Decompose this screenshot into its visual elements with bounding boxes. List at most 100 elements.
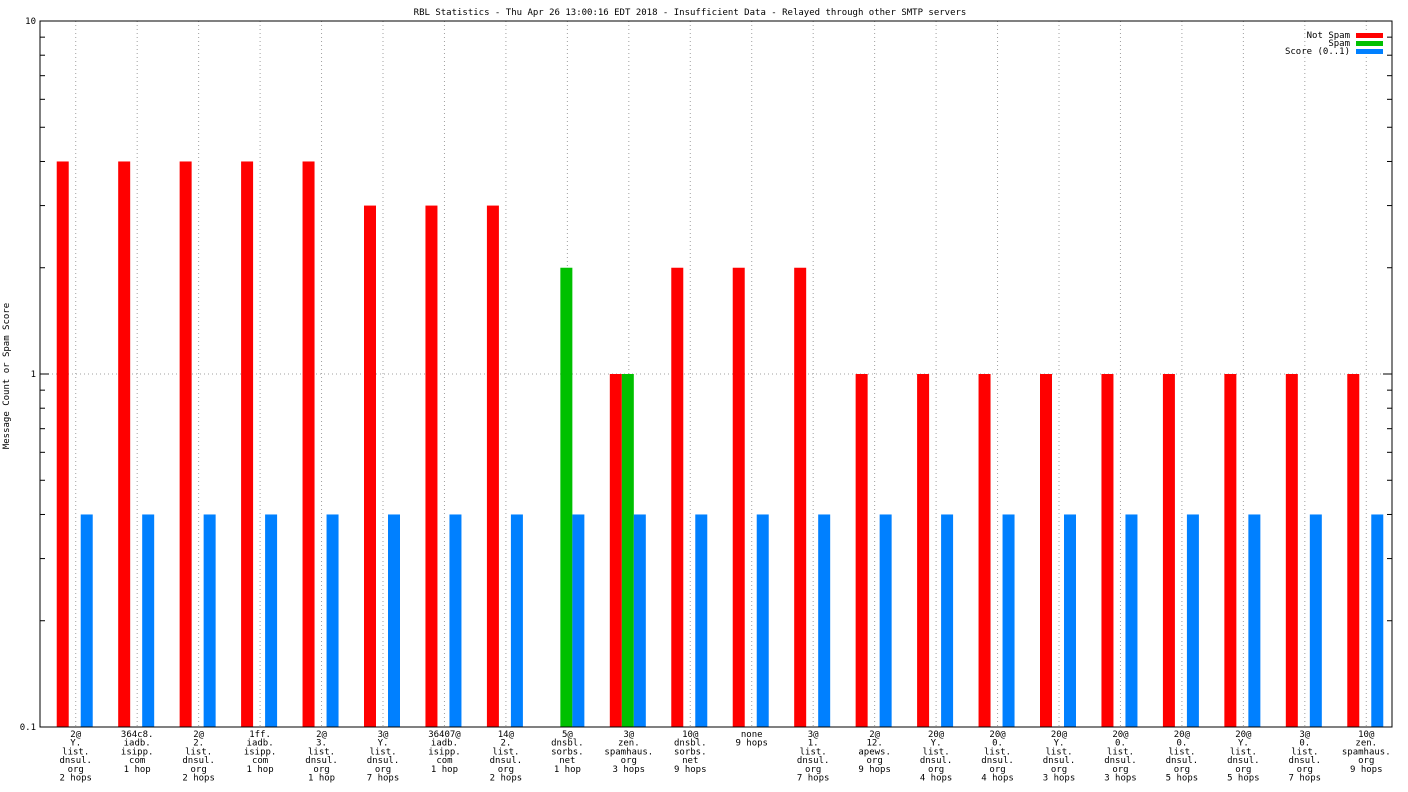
x-tick-label-line: 4 hops bbox=[981, 774, 1014, 784]
x-tick-label-line: 3@ bbox=[1299, 730, 1310, 740]
x-tick-label-line: sorbs. bbox=[551, 747, 584, 757]
x-tick-label: none 9 hops bbox=[735, 730, 768, 749]
x-tick-label: 3@ Y. list. dnsul. org 7 hops bbox=[367, 730, 400, 784]
not-spam-bar bbox=[732, 267, 745, 727]
score-bar bbox=[388, 514, 400, 727]
x-tick-label-line: dnsul. bbox=[59, 756, 92, 766]
x-tick-label-line: 20@ bbox=[989, 730, 1006, 740]
x-tick-label-line: dnsul. bbox=[981, 756, 1014, 766]
chart-title: RBL Statistics - Thu Apr 26 13:00:16 EDT… bbox=[414, 8, 967, 18]
x-tick-label-line: dnsul. bbox=[797, 756, 830, 766]
x-tick-label-line: 2@ bbox=[869, 730, 880, 740]
x-tick-label-line: 2 hops bbox=[490, 774, 523, 784]
x-tick-label: 20@ 0. list. dnsul. org 5 hops bbox=[1166, 730, 1199, 784]
x-tick-label-line: zen. bbox=[1355, 739, 1377, 749]
legend-item-score: Score (0..1) bbox=[1285, 47, 1383, 57]
x-tick-label-line: list. bbox=[800, 747, 827, 757]
x-tick-label-line: dnsul. bbox=[182, 756, 215, 766]
x-tick-label-line: dnsul. bbox=[367, 756, 400, 766]
legend-label: Not Spam bbox=[1307, 31, 1350, 41]
x-tick-label-line: net bbox=[559, 756, 575, 766]
x-tick-label-line: 2@ bbox=[316, 730, 327, 740]
x-tick-label-line: org bbox=[191, 765, 207, 775]
x-tick-label-line: list. bbox=[1230, 747, 1257, 757]
x-tick-label-line: org bbox=[928, 765, 944, 775]
x-tick-label: 10@ dnsbl. sorbs. net 9 hops bbox=[674, 730, 707, 775]
x-tick-label-line: zen. bbox=[618, 739, 640, 749]
score-bar bbox=[818, 514, 831, 727]
x-tick-label-line: apews. bbox=[858, 747, 891, 757]
x-tick-label: 1ff. iadb. isipp. com 1 hop bbox=[244, 730, 277, 775]
y-tick-label: 0.1 bbox=[20, 723, 36, 733]
x-tick-label-line: list. bbox=[984, 747, 1011, 757]
x-tick-label-line: Y. bbox=[378, 739, 389, 749]
score-bar bbox=[695, 514, 708, 727]
x-tick-label-line: 10@ bbox=[1358, 730, 1375, 740]
spam-bar bbox=[560, 267, 573, 727]
score-bar bbox=[449, 514, 462, 727]
x-tick-label-line: 3. bbox=[316, 739, 327, 749]
x-tick-label-line: 20@ bbox=[1174, 730, 1191, 740]
score-bar bbox=[326, 514, 339, 727]
x-tick-label-line: list. bbox=[492, 747, 519, 757]
x-tick-label-line: Y. bbox=[1238, 739, 1249, 749]
not-spam-bar bbox=[1347, 374, 1360, 727]
score-bar bbox=[879, 514, 892, 727]
not-spam-bar bbox=[241, 161, 254, 727]
x-tick-label-line: org bbox=[867, 756, 883, 766]
x-tick-label-line: 2 hops bbox=[59, 774, 92, 784]
x-tick-label-line: dnsul. bbox=[1227, 756, 1260, 766]
x-tick-label-line: spamhaus. bbox=[604, 747, 653, 757]
not-spam-bar bbox=[302, 161, 315, 727]
x-tick-label: 3@ zen. spamhaus. org 3 hops bbox=[604, 730, 653, 775]
x-tick-label-line: iadb. bbox=[247, 739, 274, 749]
x-tick-label-line: 0. bbox=[1299, 739, 1310, 749]
not-spam-bar bbox=[609, 374, 622, 727]
score-bar bbox=[572, 514, 585, 727]
not-spam-bar bbox=[917, 374, 930, 727]
spam-bar bbox=[621, 374, 634, 727]
x-tick-label-line: 7 hops bbox=[797, 774, 830, 784]
score-bar bbox=[1002, 514, 1015, 727]
x-tick-label-line: list. bbox=[1107, 747, 1134, 757]
x-tick-label-line: 20@ bbox=[928, 730, 945, 740]
x-tick-label: 2@ Y. list. dnsul. org 2 hops bbox=[59, 730, 92, 784]
x-tick-label-line: com bbox=[129, 756, 145, 766]
x-tick-label-line: 9 hops bbox=[674, 765, 707, 775]
x-tick-label-line: org bbox=[1051, 765, 1067, 775]
y-tick-label: 1 bbox=[31, 370, 36, 380]
x-tick-label-line: 7 hops bbox=[367, 774, 400, 784]
x-tick-label-line: 7 hops bbox=[1289, 774, 1322, 784]
x-tick-label-line: 2@ bbox=[193, 730, 204, 740]
not-spam-bar bbox=[855, 374, 868, 727]
x-tick-label-line: net bbox=[682, 756, 698, 766]
x-tick-label-line: 5@ bbox=[562, 730, 573, 740]
x-tick-label-line: 9 hops bbox=[735, 739, 768, 749]
not-spam-bar bbox=[671, 267, 684, 727]
x-tick-label: 2@ 2. list. dnsul. org 2 hops bbox=[182, 730, 215, 784]
not-spam-bar bbox=[978, 374, 991, 727]
x-tick-label-line: 3 hops bbox=[1043, 774, 1076, 784]
x-tick-label-line: 3@ bbox=[623, 730, 634, 740]
x-tick-label-line: 1 hop bbox=[124, 765, 151, 775]
x-tick-label-line: 36407@ bbox=[428, 730, 461, 740]
x-tick-label-line: org bbox=[313, 765, 329, 775]
x-tick-label-line: 9 hops bbox=[858, 765, 891, 775]
x-tick-label: 20@ Y. list. dnsul. org 5 hops bbox=[1227, 730, 1260, 784]
x-tick-label-line: 3@ bbox=[378, 730, 389, 740]
legend-swatch bbox=[1356, 41, 1383, 46]
not-spam-bar bbox=[1224, 374, 1237, 727]
legend-label: Score (0..1) bbox=[1285, 47, 1350, 57]
x-tick-label-line: 0. bbox=[1176, 739, 1187, 749]
x-tick-label-line: 1 hop bbox=[247, 765, 274, 775]
x-tick-label: 5@ dnsbl. sorbs. net 1 hop bbox=[551, 730, 584, 775]
not-spam-bar bbox=[1101, 374, 1114, 727]
score-bar bbox=[80, 514, 93, 727]
x-tick-label-line: 20@ bbox=[1051, 730, 1068, 740]
x-tick-label-line: org bbox=[68, 765, 84, 775]
x-tick-label-line: 4 hops bbox=[920, 774, 953, 784]
x-tick-label-line: dnsul. bbox=[1289, 756, 1322, 766]
not-spam-bar bbox=[1285, 374, 1298, 727]
x-tick-label: 36407@ iadb. isipp. com 1 hop bbox=[428, 730, 461, 775]
